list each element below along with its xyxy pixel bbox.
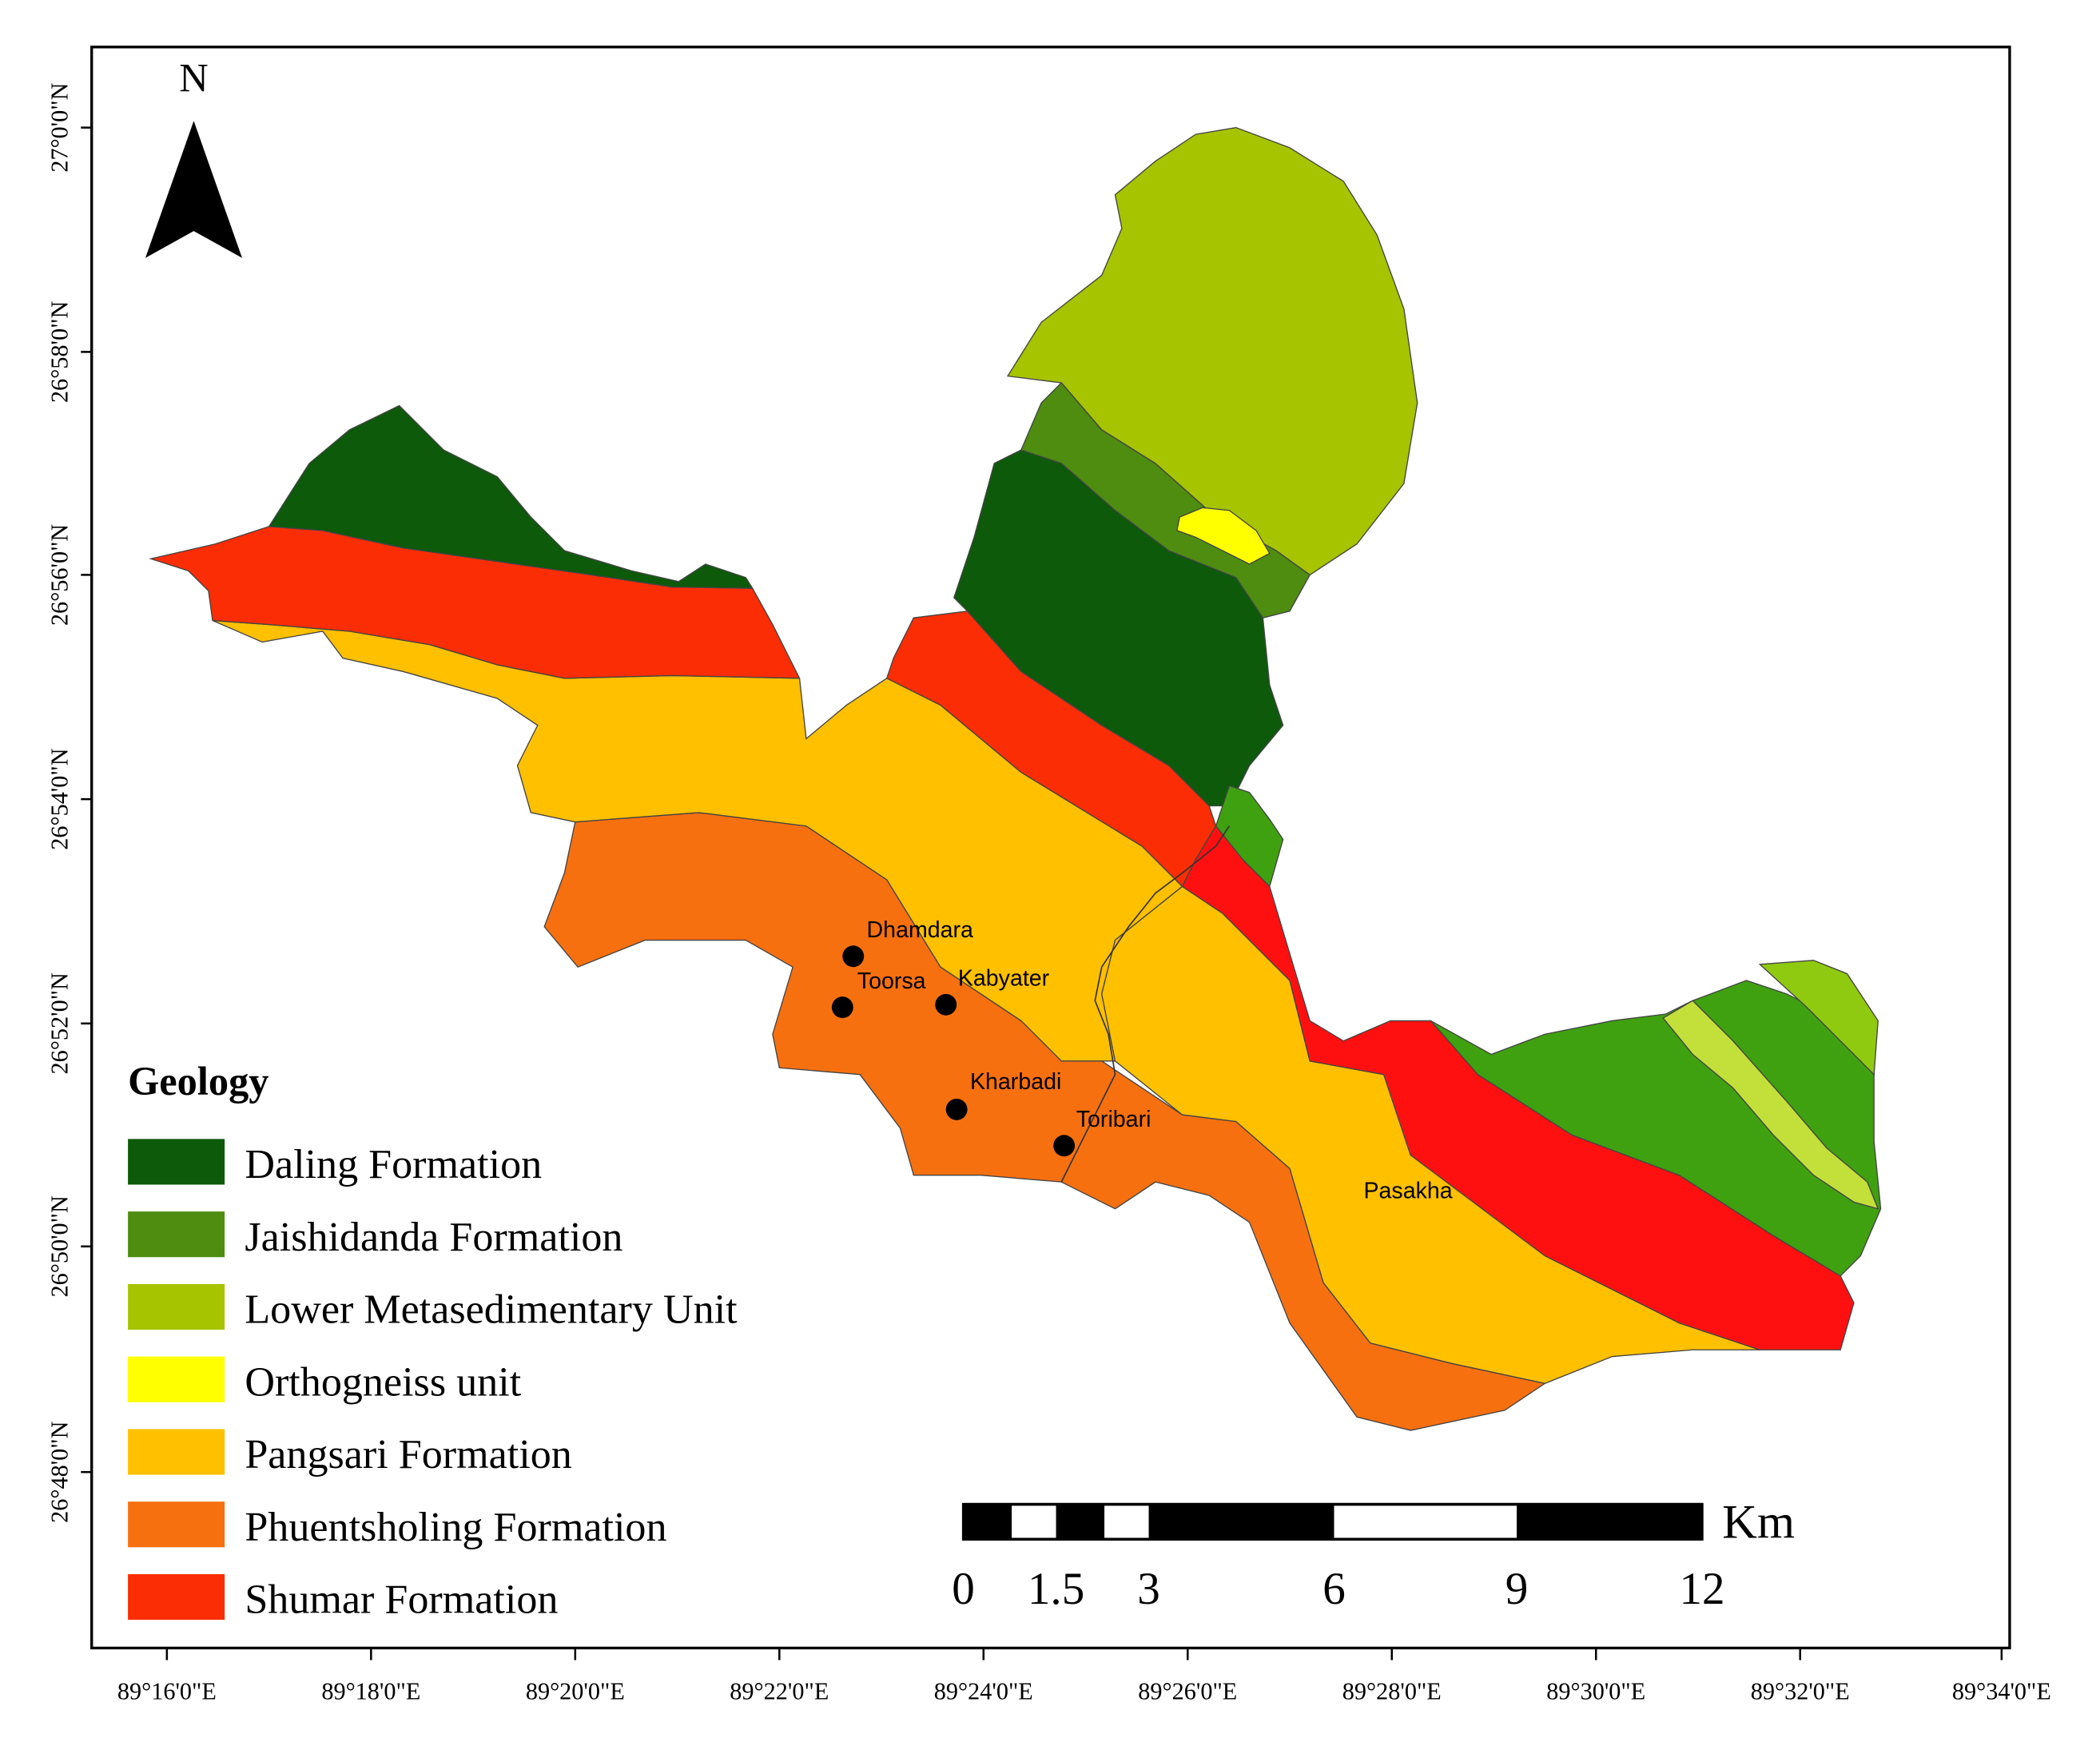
lon-label-89-22: 89°22'0"E xyxy=(730,1677,829,1704)
place-label-dhamdara: Dhamdara xyxy=(867,917,973,943)
map-frame xyxy=(90,46,2011,1650)
lon-label-89-32: 89°32'0"E xyxy=(1751,1677,1850,1704)
legend-label-shumar: Shumar Formation xyxy=(245,1577,558,1623)
lat-label-26-48: 26°48'0"N xyxy=(46,1421,73,1523)
legend-label-pangsari: Pangsari Formation xyxy=(245,1432,571,1477)
lon-label-89-26: 89°26'0"E xyxy=(1138,1677,1237,1704)
legend-swatch-lower-metasedimentary xyxy=(128,1283,225,1330)
longitude-ticks xyxy=(165,1648,2003,1660)
place-marker-kabyater xyxy=(935,993,957,1016)
geology-polygons xyxy=(149,126,1882,1431)
lon-label-89-30: 89°30'0"E xyxy=(1546,1677,1645,1704)
scale-bar: Km 0 1.5 3 6 9 12 xyxy=(952,1496,1795,1614)
shumar-formation-east-polygon xyxy=(1181,825,1855,1350)
legend-title: Geology xyxy=(128,1059,268,1104)
lat-label-26-50: 26°50'0"N xyxy=(46,1195,73,1298)
scale-label-12: 12 xyxy=(1679,1564,1724,1614)
place-kharbadi: Kharbadi xyxy=(945,1069,1061,1120)
orthogneiss-unit-polygon xyxy=(1176,507,1271,565)
place-marker-dhamdara xyxy=(842,945,865,968)
scale-seg-4 xyxy=(1517,1504,1703,1540)
lower-metasedimentary-east-corner-polygon xyxy=(1758,960,1879,1076)
place-pasakha: Pasakha xyxy=(1363,1178,1452,1203)
place-marker-toribari xyxy=(1053,1135,1076,1157)
legend-label-lower-metasedimentary: Lower Metasedimentary Unit xyxy=(245,1287,738,1333)
place-label-toribari: Toribari xyxy=(1076,1107,1151,1132)
daling-formation-west-polygon xyxy=(268,404,754,589)
lower-metasedimentary-east-strip-polygon xyxy=(1662,1000,1879,1210)
legend-swatch-shumar xyxy=(128,1573,225,1621)
lon-label-89-20: 89°20'0"E xyxy=(526,1677,625,1704)
place-marker-kharbadi xyxy=(945,1098,968,1120)
lower-metasedimentary-north-polygon xyxy=(1006,126,1418,576)
scale-label-0: 0 xyxy=(952,1564,975,1614)
place-label-kharbadi: Kharbadi xyxy=(970,1069,1061,1095)
scale-label-1-5: 1.5 xyxy=(1028,1564,1084,1614)
place-markers: Dhamdara Toorsa Kabyater Kharbadi Toriba… xyxy=(831,917,1453,1203)
scale-seg-2 xyxy=(1056,1504,1105,1540)
lon-label-89-18: 89°18'0"E xyxy=(321,1677,420,1704)
scale-seg-3 xyxy=(1148,1504,1334,1540)
lat-label-27-00: 27°0'0"N xyxy=(46,82,73,172)
lon-label-89-28: 89°28'0"E xyxy=(1342,1677,1442,1704)
scale-unit-label: Km xyxy=(1722,1496,1795,1549)
lat-label-26-52: 26°52'0"N xyxy=(46,972,73,1075)
longitude-labels: 89°16'0"E 89°18'0"E 89°20'0"E 89°22'0"E … xyxy=(117,1677,2051,1704)
place-label-kabyater: Kabyater xyxy=(958,966,1050,992)
place-toorsa: Toorsa xyxy=(831,968,926,1019)
scale-label-9: 9 xyxy=(1505,1564,1529,1614)
legend-swatch-pangsari xyxy=(128,1429,225,1475)
legend-label-daling: Daling Formation xyxy=(245,1142,542,1187)
legend: Geology Daling Formation Jaishidanda For… xyxy=(128,1059,738,1623)
place-toribari: Toribari xyxy=(1053,1107,1151,1157)
district-boundary-line xyxy=(1060,825,1231,1183)
lat-label-26-56: 26°56'0"N xyxy=(46,524,73,626)
legend-label-jaishidanda: Jaishidanda Formation xyxy=(245,1215,622,1260)
legend-swatch-phuentsholing xyxy=(128,1501,225,1548)
place-label-pasakha: Pasakha xyxy=(1363,1178,1452,1203)
latitude-labels: 27°0'0"N 26°58'0"N 26°56'0"N 26°54'0"N 2… xyxy=(46,82,73,1522)
lat-label-26-54: 26°54'0"N xyxy=(46,748,73,850)
scale-seg-1 xyxy=(963,1504,1012,1540)
scale-label-6: 6 xyxy=(1322,1564,1346,1614)
lon-label-89-34: 89°34'0"E xyxy=(1952,1677,2051,1704)
place-kabyater: Kabyater xyxy=(935,966,1050,1016)
legend-label-phuentsholing: Phuentsholing Formation xyxy=(245,1505,666,1550)
place-label-toorsa: Toorsa xyxy=(857,968,926,994)
place-dhamdara: Dhamdara xyxy=(842,917,973,968)
north-arrow-label: N xyxy=(179,55,208,100)
lon-label-89-24: 89°24'0"E xyxy=(934,1677,1033,1704)
latitude-ticks xyxy=(81,126,92,1474)
legend-label-orthogneiss: Orthogneiss unit xyxy=(245,1359,521,1405)
lat-label-26-58: 26°58'0"N xyxy=(46,301,73,404)
north-arrow: N xyxy=(145,55,242,258)
lon-label-89-16: 89°16'0"E xyxy=(117,1677,217,1704)
scale-label-3: 3 xyxy=(1137,1564,1160,1614)
legend-swatch-daling xyxy=(128,1139,225,1185)
place-marker-toorsa xyxy=(831,996,853,1019)
legend-swatch-jaishidanda xyxy=(128,1211,225,1258)
north-arrow-icon xyxy=(145,121,242,258)
legend-swatch-orthogneiss xyxy=(128,1356,225,1402)
